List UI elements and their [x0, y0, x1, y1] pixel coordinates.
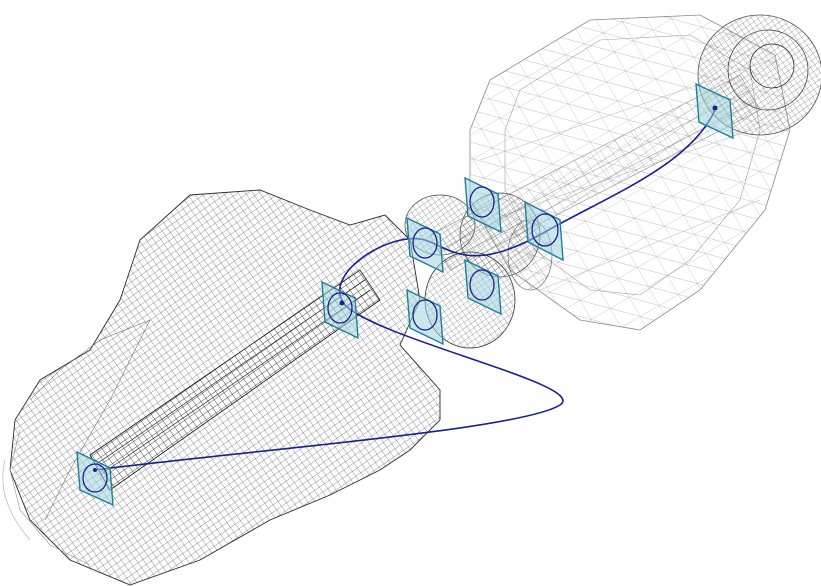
reference-frame-8[interactable] [695, 82, 734, 140]
reference-frame-4[interactable] [406, 288, 444, 346]
reference-frame-2[interactable] [321, 280, 359, 340]
reference-frame-7[interactable] [524, 200, 564, 262]
reference-frame-6[interactable] [464, 258, 502, 316]
reference-frame-3[interactable] [406, 216, 444, 274]
reference-frame-1[interactable] [76, 450, 114, 507]
reference-frame-5[interactable] [464, 176, 502, 234]
